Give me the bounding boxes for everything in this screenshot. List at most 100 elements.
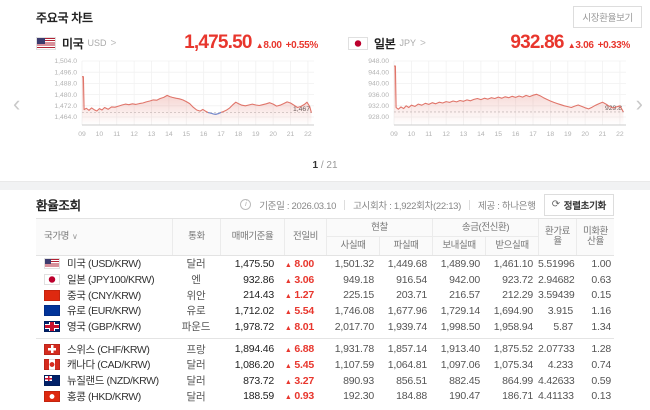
svg-text:20: 20 [581, 131, 589, 138]
up-triangle-icon: ▲ [284, 347, 292, 355]
country-name: 미국 (USD/KRW) [67, 258, 141, 271]
fee-rate-cell: 5.87 [553, 320, 573, 333]
usd-change: ▲8.00 [255, 40, 282, 51]
usd-conv-cell: 1.16 [591, 304, 611, 317]
svg-text:940.00: 940.00 [368, 81, 389, 88]
chart-carousel: 미국 USD > 1,475.50 ▲8.00 +0.55% 1,504.0 1,… [36, 31, 650, 151]
currency-cell: 달러 [186, 258, 206, 271]
table-row[interactable]: 일본 (JPY100/KRW) 엔 932.86 ▲ 3.06 949.18 9… [36, 272, 614, 288]
table-row[interactable]: 홍콩 (HKD/KRW) 달러 188.59 ▲ 0.93 192.30 184… [36, 389, 614, 405]
table-row[interactable]: 영국 (GBP/KRW) 파운드 1,978.72 ▲ 8.01 2,017.7… [36, 319, 614, 335]
detail-chevron-icon[interactable]: > [420, 37, 426, 49]
exchange-rate-table: 국가명 ∨ 통화 매매기준율 전일비 현찰 송금(전신환) 사실때 파실때 보내실… [36, 218, 614, 404]
cash-buy-cell: 1,107.59 [334, 358, 374, 371]
country-flag-icon [44, 274, 60, 286]
col-country[interactable]: 국가명 ∨ [44, 231, 78, 243]
usd-chart[interactable]: 1,504.0 1,496.0 1,488.0 1,480.0 1,472.0 1,464… [36, 55, 318, 151]
cash-buy-cell: 890.93 [343, 374, 374, 387]
svg-text:12: 12 [442, 131, 450, 138]
base-rate-cell: 932.86 [243, 273, 274, 286]
market-rate-button[interactable]: 시장환율보기 [573, 6, 642, 28]
jpy-change: ▲3.06 [567, 40, 594, 51]
detail-chevron-icon[interactable]: > [110, 37, 117, 49]
svg-text:22: 22 [616, 131, 624, 138]
send-cell: 1,729.14 [440, 304, 480, 317]
info-icon[interactable]: i [240, 199, 252, 210]
up-triangle-icon: ▲ [255, 41, 264, 50]
base-rate-cell: 873.72 [243, 374, 274, 387]
table-row[interactable]: 미국 (USD/KRW) 달러 1,475.50 ▲ 8.00 1,501.32… [36, 256, 614, 272]
send-cell: 1,097.06 [440, 358, 480, 371]
currency-cell: 유로 [186, 305, 206, 318]
usd-conv-cell: 0.59 [591, 374, 611, 387]
jpy-change-pct: +0.33% [597, 40, 631, 51]
svg-text:18: 18 [547, 131, 555, 138]
base-rate-cell: 1,086.20 [234, 358, 274, 371]
svg-text:944.00: 944.00 [368, 69, 389, 76]
base-rate-cell: 1,978.72 [234, 320, 274, 333]
svg-text:13: 13 [460, 131, 468, 138]
table-row[interactable]: 캐나다 (CAD/KRW) 달러 1,086.20 ▲ 5.45 1,107.5… [36, 357, 614, 373]
refresh-icon: ⟳ [551, 199, 560, 210]
chart-section-title: 주요국 차트 [36, 10, 93, 25]
section-divider [0, 181, 650, 190]
send-cell: 1,998.50 [440, 320, 480, 333]
cash-buy-cell: 2,017.70 [334, 320, 374, 333]
fee-rate-cell: 2.07733 [538, 343, 575, 356]
currency-cell: 달러 [186, 390, 206, 403]
flag-us-icon [36, 36, 56, 50]
country-name: 홍콩 (HKD/KRW) [67, 390, 141, 403]
up-triangle-icon: ▲ [284, 277, 292, 285]
country-name: 캐나다 (CAD/KRW) [67, 359, 151, 372]
svg-text:1,464.0: 1,464.0 [54, 114, 77, 121]
table-row[interactable]: 스위스 (CHF/KRW) 프랑 1,894.46 ▲ 6.88 1,931.7… [36, 341, 614, 357]
usd-conv-cell: 1.34 [591, 320, 611, 333]
table-row[interactable]: 유로 (EUR/KRW) 유로 1,712.02 ▲ 5.54 1,746.08… [36, 303, 614, 319]
usd-conv-cell: 0.74 [591, 358, 611, 371]
cash-sell-cell: 203.71 [396, 289, 427, 302]
receive-cell: 186.71 [502, 390, 533, 403]
table-row[interactable]: 중국 (CNY/KRW) 위안 214.43 ▲ 1.27 225.15 203… [36, 287, 614, 303]
svg-text:1,472.0: 1,472.0 [54, 103, 77, 110]
cash-sell-cell: 1,449.68 [387, 257, 427, 270]
sort-reset-button[interactable]: ⟳ 정렬초기화 [543, 193, 614, 216]
change-cell: ▲ 1.27 [284, 289, 314, 302]
exchange-table-section: 환율조회 i 기준일 : 2026.03.10 고시회차 : 1,922회차(2… [0, 191, 650, 404]
svg-text:14: 14 [477, 131, 485, 138]
svg-text:10: 10 [408, 131, 416, 138]
carousel-prev-icon[interactable]: ‹ [13, 91, 21, 116]
up-triangle-icon: ▲ [284, 378, 292, 386]
currency-cell: 달러 [186, 359, 206, 372]
svg-text:13: 13 [148, 131, 156, 138]
change-cell: ▲ 5.45 [284, 358, 314, 371]
country-name: 중국 (CNY/KRW) [67, 289, 141, 302]
country-flag-icon [44, 343, 60, 355]
table-row[interactable]: 뉴질랜드 (NZD/KRW) 달러 873.72 ▲ 3.27 890.93 8… [36, 373, 614, 389]
svg-text:17: 17 [217, 131, 225, 138]
svg-text:19: 19 [252, 131, 260, 138]
svg-text:17: 17 [529, 131, 537, 138]
usd-conv-cell: 0.13 [591, 390, 611, 403]
svg-text:21: 21 [287, 131, 295, 138]
svg-text:21: 21 [599, 131, 607, 138]
receive-cell: 864.99 [502, 374, 533, 387]
carousel-next-icon[interactable]: › [635, 91, 643, 116]
jpy-chart[interactable]: 948.00 944.00 940.00 936.00 932.00 928.00 09 10… [348, 55, 630, 151]
cash-sell-cell: 1,939.74 [387, 320, 427, 333]
svg-text:09: 09 [78, 131, 86, 138]
country-name: 일본 (JPY100/KRW) [67, 274, 155, 287]
table-info: i 기준일 : 2026.03.10 고시회차 : 1,922회차(22:13)… [240, 193, 614, 216]
country-flag-icon [44, 375, 60, 387]
carousel-pagination[interactable]: 1 / 21 [0, 160, 650, 174]
send-cell: 1,489.90 [440, 257, 480, 270]
country-flag-icon [44, 359, 60, 371]
svg-text:14: 14 [165, 131, 173, 138]
jpy-chart-card[interactable]: 일본 JPY > 932.86 ▲3.06 +0.33% 948.00 944.0… [348, 31, 630, 151]
usd-chart-card[interactable]: 미국 USD > 1,475.50 ▲8.00 +0.55% 1,504.0 1,… [36, 31, 318, 151]
up-triangle-icon: ▲ [284, 394, 292, 402]
table-body: 미국 (USD/KRW) 달러 1,475.50 ▲ 8.00 1,501.32… [36, 256, 614, 404]
receive-cell: 212.29 [502, 289, 533, 302]
change-cell: ▲ 3.06 [284, 273, 314, 286]
svg-text:18: 18 [235, 131, 243, 138]
cash-buy-cell: 1,931.78 [334, 343, 374, 356]
